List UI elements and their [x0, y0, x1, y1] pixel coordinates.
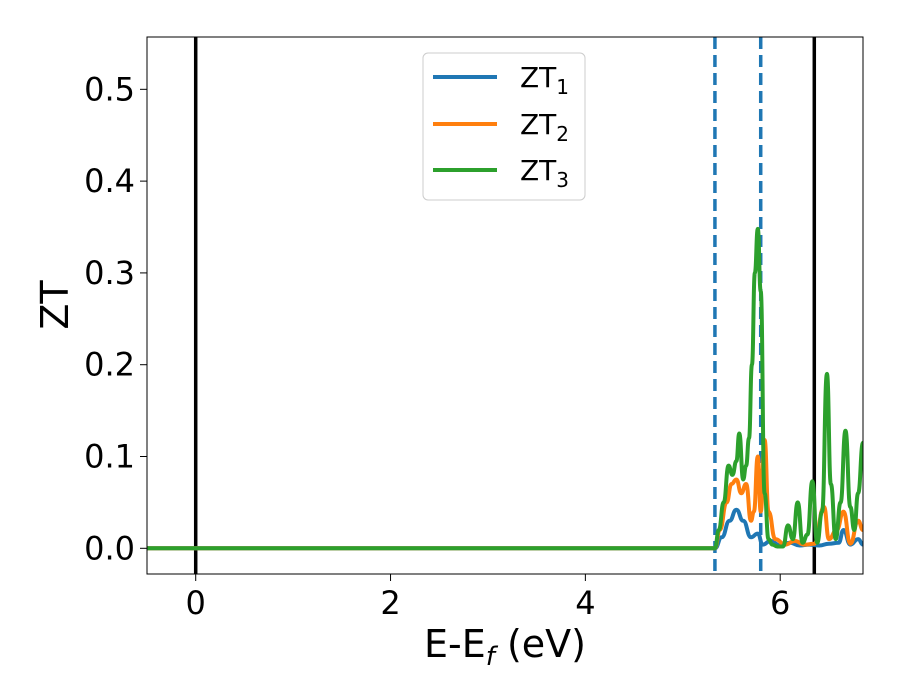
legend-label-3-sub: 3	[556, 168, 569, 192]
y-tick-label: 0.5	[84, 70, 135, 108]
axes: 0 2 4 6 0.0 0.1 0.2 0.3 0.4 0.5	[84, 36, 864, 622]
y-tick-label: 0.3	[84, 254, 135, 292]
x-axis-label-main: E-E	[424, 622, 486, 666]
legend-label-2-main: ZT	[520, 108, 557, 141]
plot-frame	[146, 36, 864, 575]
plot-area	[147, 37, 863, 574]
x-tick-label: 0	[186, 584, 206, 622]
series-line-1	[147, 507, 863, 551]
legend-label-3: ZT3	[520, 154, 569, 192]
plot-content	[147, 37, 863, 574]
legend-label-2: ZT2	[520, 108, 569, 146]
series-line-3	[147, 226, 863, 551]
legend-label-1-main: ZT	[520, 61, 557, 94]
legend-label-1: ZT1	[520, 61, 569, 99]
legend-label-3-main: ZT	[520, 154, 557, 187]
legend-label-2-sub: 2	[556, 122, 569, 146]
x-tick-label: 4	[575, 584, 595, 622]
x-axis-label-unit: (eV)	[495, 622, 586, 666]
legend-entry: ZT2	[433, 108, 569, 146]
series-line-2	[147, 437, 863, 551]
y-tick-label: 0.4	[84, 162, 135, 200]
legend-entry: ZT1	[433, 61, 569, 99]
y-tick-label: 0.0	[84, 529, 135, 567]
x-tick-label: 6	[770, 584, 790, 622]
y-tick-label: 0.1	[84, 438, 135, 476]
y-axis-label: ZT	[33, 280, 77, 330]
legend: ZT1 ZT2 ZT3	[422, 52, 586, 201]
legend-label-1-sub: 1	[556, 75, 569, 99]
y-tick-label: 0.2	[84, 346, 135, 384]
legend-box	[422, 52, 586, 201]
legend-entry: ZT3	[433, 154, 569, 192]
x-tick-label: 2	[380, 584, 400, 622]
x-axis-label: E-Ef (eV)	[424, 622, 586, 672]
